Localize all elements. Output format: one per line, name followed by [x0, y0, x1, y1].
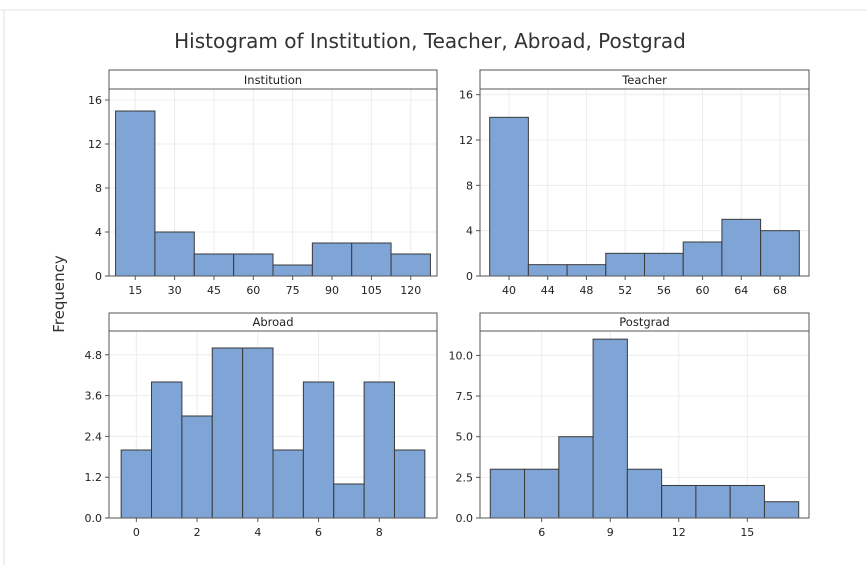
xtick-label-teacher-4: 56 [657, 284, 671, 297]
panel-title-institution: Institution [244, 73, 302, 87]
xtick-label-teacher-2: 48 [579, 284, 593, 297]
ytick-label-institution-0: 0 [95, 270, 102, 283]
bar-teacher-7 [760, 230, 800, 277]
panel-postgrad: Postgrad 0.0 2.5 5.0 7.5 10.0 6 9 12 15 [449, 312, 810, 539]
bar-institution-5 [311, 242, 353, 277]
ytick-label-postgrad-3: 7.5 [456, 390, 474, 403]
ytick-label-abroad-0: 0.0 [85, 512, 103, 525]
bar-teacher-0 [489, 116, 529, 277]
xtick-label-teacher-5: 60 [696, 284, 710, 297]
ytick-label-postgrad-0: 0.0 [456, 512, 474, 525]
bar-postgrad-2 [558, 436, 594, 519]
xtick-label-abroad-0: 0 [133, 526, 140, 539]
ytick-label-teacher-0: 0 [466, 270, 473, 283]
xtick-label-institution-2: 45 [207, 284, 221, 297]
ytick-label-abroad-2: 2.4 [85, 430, 103, 443]
ytick-label-postgrad-4: 10.0 [449, 349, 474, 362]
ytick-label-abroad-4: 4.8 [85, 349, 103, 362]
xtick-label-postgrad-0: 6 [538, 526, 545, 539]
ytick-label-teacher-4: 16 [459, 89, 473, 102]
bar-abroad-7 [333, 483, 365, 519]
bar-institution-1 [154, 231, 195, 277]
panel-abroad: Abroad 0.0 1.2 2.4 3.6 4.8 0 2 4 6 8 [85, 312, 438, 539]
bar-abroad-6 [302, 381, 335, 519]
ytick-label-teacher-3: 12 [459, 134, 473, 147]
bar-abroad-9 [393, 449, 426, 519]
xtick-label-abroad-1: 2 [194, 526, 201, 539]
xtick-label-teacher-1: 44 [541, 284, 555, 297]
xtick-label-institution-6: 105 [361, 284, 382, 297]
strip-header-teacher [479, 69, 810, 90]
bar-postgrad-0 [489, 468, 526, 519]
ytick-label-abroad-3: 3.6 [85, 390, 103, 403]
xtick-label-postgrad-3: 15 [740, 526, 754, 539]
xtick-label-institution-5: 90 [325, 284, 339, 297]
bar-abroad-2 [181, 415, 213, 519]
bar-postgrad-8 [763, 501, 800, 519]
bar-postgrad-4 [626, 468, 663, 519]
y-axis-label: Frequency [50, 255, 68, 333]
bar-abroad-1 [151, 381, 183, 519]
ytick-label-institution-2: 8 [95, 182, 102, 195]
xtick-label-postgrad-1: 9 [607, 526, 614, 539]
xtick-label-teacher-0: 40 [502, 284, 516, 297]
xtick-label-abroad-4: 8 [376, 526, 383, 539]
xtick-label-institution-4: 75 [286, 284, 300, 297]
bar-abroad-0 [120, 449, 153, 519]
bar-institution-2 [193, 253, 235, 277]
bar-postgrad-3 [592, 338, 628, 519]
xtick-label-abroad-3: 6 [315, 526, 322, 539]
bar-teacher-1 [527, 264, 568, 277]
bar-institution-7 [390, 253, 431, 277]
panel-title-teacher: Teacher [621, 73, 667, 87]
bar-teacher-6 [721, 218, 762, 277]
bar-postgrad-7 [729, 484, 765, 519]
ytick-label-abroad-1: 1.2 [85, 471, 103, 484]
ytick-label-postgrad-1: 2.5 [456, 471, 474, 484]
bar-abroad-8 [363, 381, 395, 519]
xtick-label-institution-0: 15 [128, 284, 142, 297]
bar-teacher-2 [566, 264, 607, 277]
bar-institution-6 [351, 242, 392, 277]
bar-teacher-4 [644, 252, 684, 277]
bar-abroad-5 [272, 449, 304, 519]
ytick-label-teacher-1: 4 [466, 225, 473, 238]
xtick-label-teacher-7: 68 [773, 284, 787, 297]
bar-abroad-3 [211, 347, 244, 519]
strip-header-institution [108, 69, 438, 90]
strip-header-postgrad [479, 312, 810, 332]
bar-abroad-4 [242, 347, 274, 519]
panel-institution: Institution 0 4 8 12 16 15 30 45 60 75 90 105 120 [88, 69, 438, 297]
bar-postgrad-1 [524, 468, 560, 519]
ytick-label-institution-3: 12 [88, 138, 102, 151]
xtick-label-institution-7: 120 [400, 284, 421, 297]
xtick-label-institution-1: 30 [168, 284, 182, 297]
xtick-label-postgrad-2: 12 [672, 526, 686, 539]
bar-institution-3 [233, 253, 274, 277]
bar-institution-4 [272, 264, 313, 277]
panel-title-postgrad: Postgrad [619, 315, 669, 329]
panel-title-abroad: Abroad [252, 315, 293, 329]
bar-teacher-5 [682, 241, 723, 277]
xtick-label-teacher-6: 64 [734, 284, 748, 297]
ytick-label-institution-1: 4 [95, 226, 102, 239]
ytick-label-institution-4: 16 [88, 94, 102, 107]
xtick-label-institution-3: 60 [246, 284, 260, 297]
bar-teacher-3 [605, 252, 646, 277]
ytick-label-teacher-2: 8 [466, 179, 473, 192]
bar-postgrad-5 [661, 484, 697, 519]
xtick-label-abroad-2: 4 [254, 526, 261, 539]
bar-institution-0 [115, 110, 156, 277]
strip-header-abroad [108, 312, 438, 332]
xtick-label-teacher-3: 52 [618, 284, 632, 297]
chart-title: Histogram of Institution, Teacher, Abroa… [174, 29, 686, 53]
ytick-label-postgrad-2: 5.0 [456, 431, 474, 444]
bar-postgrad-6 [695, 484, 731, 519]
